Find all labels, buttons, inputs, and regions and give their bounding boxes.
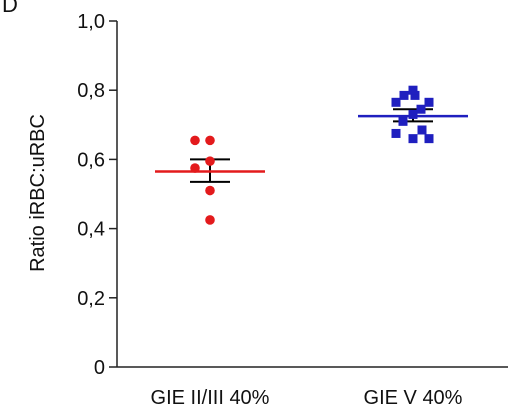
data-point bbox=[416, 104, 426, 114]
x-tick-label: GIE II/III 40% bbox=[151, 387, 270, 409]
series-group bbox=[358, 85, 468, 144]
data-point bbox=[424, 97, 434, 107]
panel-letter: D bbox=[2, 0, 18, 17]
plot-area bbox=[155, 85, 468, 225]
data-point bbox=[408, 109, 418, 119]
data-point bbox=[205, 215, 215, 225]
y-axis: 0 0,2 0,4 0,6 0,8 1,0 bbox=[77, 11, 118, 379]
y-tick-label: 0,2 bbox=[77, 288, 105, 310]
data-point bbox=[424, 134, 434, 144]
data-point bbox=[410, 90, 420, 100]
y-tick-label: 0,4 bbox=[77, 219, 105, 241]
data-point bbox=[408, 134, 418, 144]
x-axis: GIE II/III 40% GIE V 40% bbox=[117, 366, 508, 409]
data-point bbox=[205, 185, 215, 196]
x-tick-label: GIE V 40% bbox=[364, 387, 463, 409]
data-point bbox=[205, 156, 215, 166]
y-tick-label: 0 bbox=[94, 357, 105, 379]
data-point bbox=[391, 128, 401, 138]
data-point bbox=[190, 135, 200, 146]
y-tick-label: 1,0 bbox=[77, 11, 105, 33]
data-point bbox=[398, 116, 408, 126]
data-point bbox=[408, 85, 418, 95]
data-point bbox=[417, 125, 427, 135]
y-tick-label: 0,8 bbox=[77, 80, 105, 102]
data-point bbox=[391, 97, 401, 107]
data-point bbox=[205, 135, 215, 146]
y-axis-title: Ratio iRBC:uRBC bbox=[27, 114, 49, 272]
series-group bbox=[155, 135, 265, 225]
data-point bbox=[399, 90, 409, 100]
y-tick-label: 0,6 bbox=[77, 149, 105, 171]
